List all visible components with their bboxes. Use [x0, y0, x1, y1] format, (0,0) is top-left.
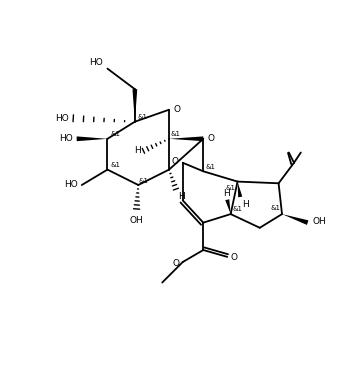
Text: H: H	[178, 192, 184, 201]
Text: HO: HO	[56, 114, 69, 123]
Text: OH: OH	[130, 216, 144, 225]
Polygon shape	[77, 137, 108, 141]
Text: HO: HO	[90, 58, 104, 67]
Text: &1: &1	[110, 131, 120, 137]
Text: O: O	[231, 253, 238, 262]
Text: &1: &1	[226, 185, 236, 191]
Text: &1: &1	[233, 206, 243, 212]
Polygon shape	[132, 89, 137, 122]
Text: HO: HO	[59, 134, 72, 143]
Text: O: O	[172, 157, 179, 166]
Text: O: O	[173, 105, 180, 114]
Text: H: H	[223, 189, 230, 198]
Text: O: O	[207, 134, 214, 142]
Text: HO: HO	[64, 181, 78, 189]
Text: &1: &1	[205, 164, 215, 169]
Text: &1: &1	[110, 162, 120, 168]
Text: OH: OH	[313, 218, 327, 226]
Polygon shape	[282, 214, 308, 225]
Text: &1: &1	[139, 178, 149, 184]
Polygon shape	[169, 137, 203, 141]
Text: O: O	[172, 259, 179, 268]
Text: &1: &1	[171, 131, 181, 137]
Polygon shape	[225, 199, 231, 214]
Polygon shape	[237, 182, 242, 197]
Text: H: H	[134, 146, 141, 155]
Text: H: H	[242, 200, 249, 209]
Text: &1: &1	[271, 205, 281, 211]
Text: &1: &1	[138, 114, 148, 120]
